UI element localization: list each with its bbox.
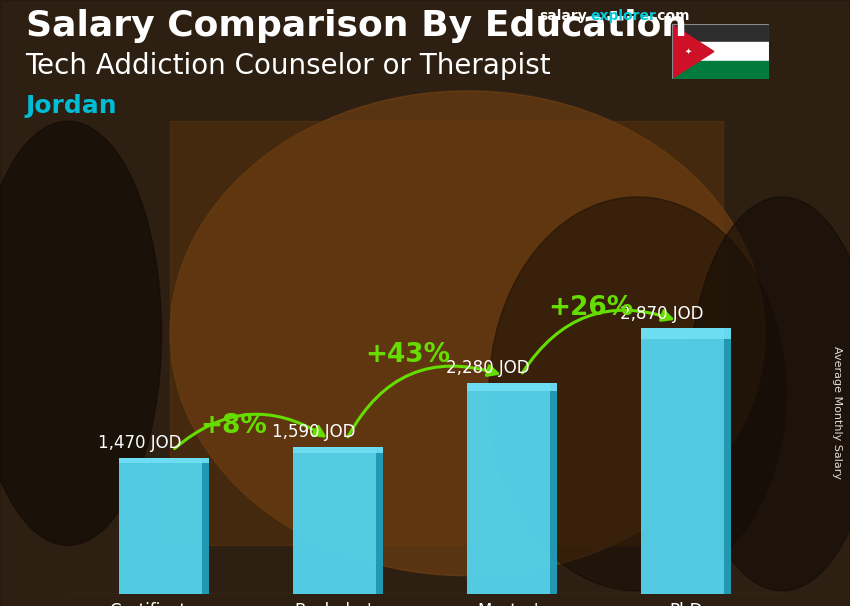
Bar [672,24,769,42]
Bar [672,61,769,79]
Ellipse shape [0,121,162,545]
Bar [118,458,209,463]
Text: Tech Addiction Counselor or Therapist: Tech Addiction Counselor or Therapist [26,52,551,79]
Text: 2,870 JOD: 2,870 JOD [620,305,704,322]
Text: +26%: +26% [547,295,633,321]
Bar [118,458,209,594]
Bar [467,383,558,391]
Text: Jordan: Jordan [26,94,117,118]
Text: .com: .com [653,9,690,23]
Text: 2,280 JOD: 2,280 JOD [446,359,530,377]
Text: 1,590 JOD: 1,590 JOD [272,423,355,441]
Ellipse shape [688,197,850,591]
Bar [170,121,722,545]
Bar [467,383,558,594]
Bar [550,383,558,594]
Polygon shape [672,24,714,79]
Bar [672,42,769,61]
Text: ✦: ✦ [685,47,692,56]
Bar [641,328,732,339]
Text: explorer: explorer [591,9,656,23]
Bar [641,328,732,594]
Bar [376,447,383,594]
Bar [201,458,209,594]
Ellipse shape [170,91,765,576]
Text: salary: salary [540,9,587,23]
Ellipse shape [489,197,786,591]
Text: Salary Comparison By Education: Salary Comparison By Education [26,9,687,43]
Text: +43%: +43% [365,342,450,368]
Bar [292,447,383,453]
Bar [292,447,383,594]
Text: 1,470 JOD: 1,470 JOD [98,435,181,452]
Text: Average Monthly Salary: Average Monthly Salary [832,345,842,479]
Bar [724,328,732,594]
Text: +8%: +8% [200,413,267,439]
